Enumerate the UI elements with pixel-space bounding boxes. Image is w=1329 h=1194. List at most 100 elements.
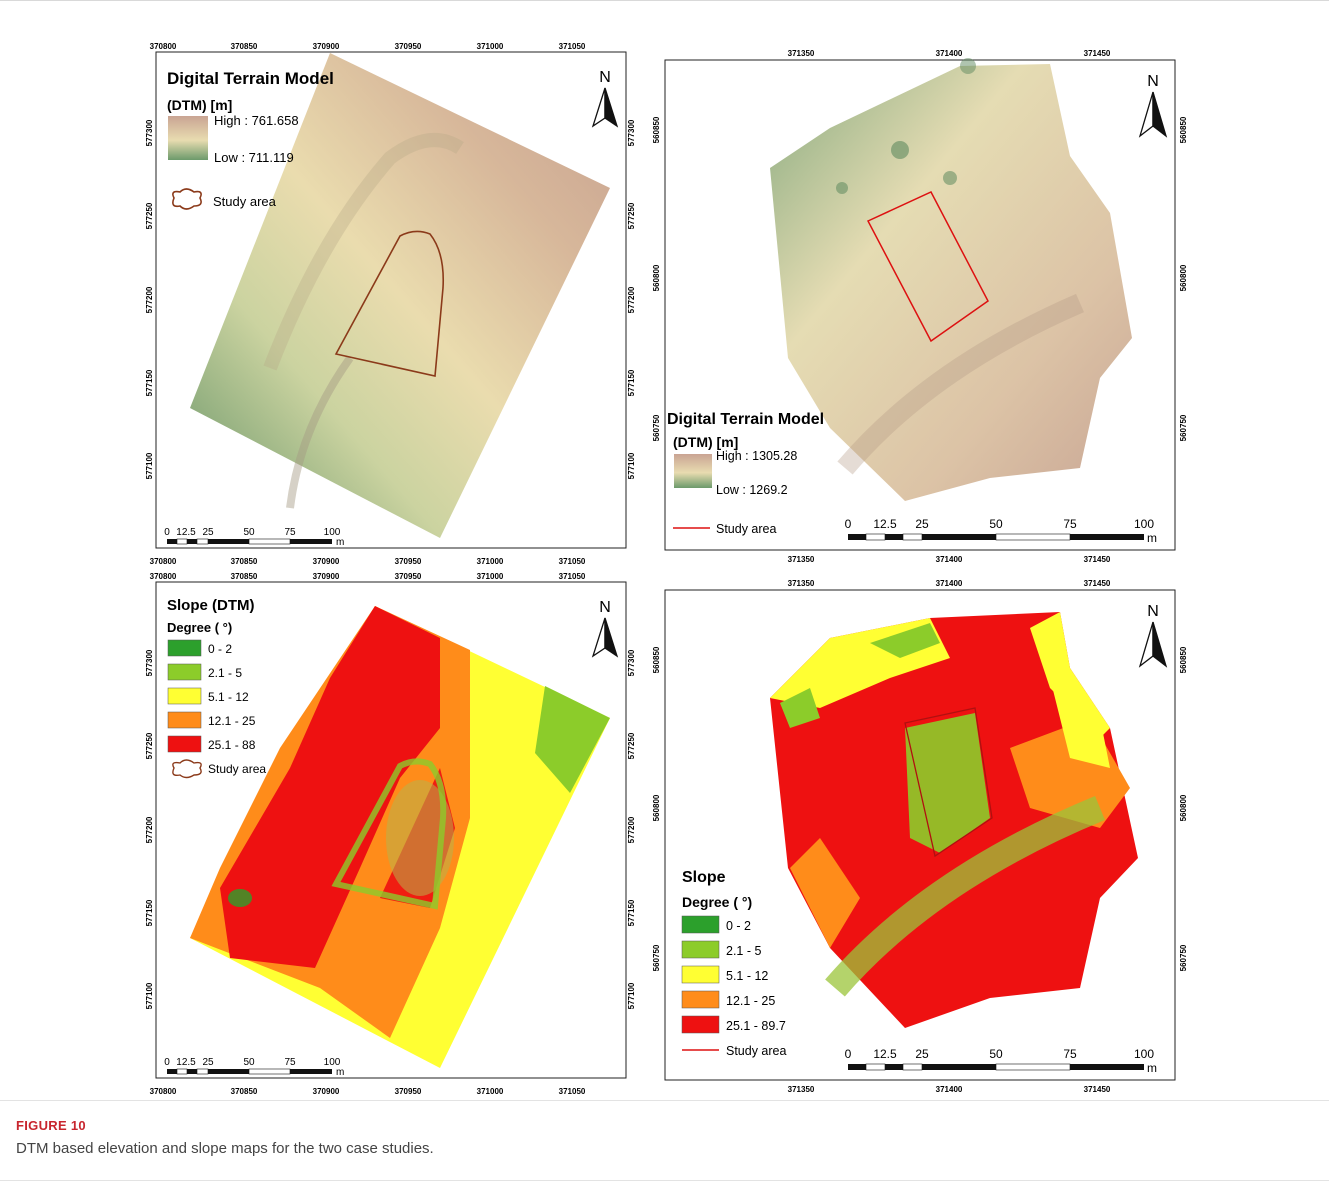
svg-text:560850: 560850 — [1179, 646, 1188, 673]
svg-text:577200: 577200 — [627, 816, 635, 843]
legend-study-area: Study area — [208, 762, 266, 776]
svg-text:25: 25 — [202, 1057, 214, 1068]
svg-text:12.5: 12.5 — [176, 527, 196, 538]
tick-top-3: 370950 — [395, 42, 422, 51]
grid-ticks: 371350 371400 371450 371350 371400 37145… — [652, 579, 1188, 1094]
svg-text:371450: 371450 — [1084, 555, 1111, 564]
figure-caption: DTM based elevation and slope maps for t… — [16, 1140, 434, 1157]
svg-text:50: 50 — [243, 527, 255, 538]
dtm-raster — [770, 64, 1132, 501]
svg-text:370900: 370900 — [313, 1087, 340, 1096]
slope-class-25-88 — [220, 606, 440, 968]
legend-class-3: 12.1 - 25 — [726, 994, 775, 1008]
svg-text:N: N — [1147, 73, 1159, 90]
grid-ticks: 370800 370850 370900 370950 371000 37105… — [145, 572, 635, 1096]
svg-text:560800: 560800 — [652, 264, 661, 291]
svg-text:577250: 577250 — [627, 732, 635, 759]
svg-text:560750: 560750 — [652, 414, 661, 441]
legend-class-3: 12.1 - 25 — [208, 714, 256, 728]
tick-right-3: 577150 — [627, 369, 635, 396]
legend-swatch-4 — [167, 735, 202, 753]
svg-text:75: 75 — [284, 527, 296, 538]
svg-text:560800: 560800 — [1179, 264, 1188, 291]
legend-high: High : 761.658 — [214, 113, 299, 128]
legend-subtitle: Degree ( °) — [167, 620, 232, 635]
svg-text:75: 75 — [1063, 517, 1077, 531]
svg-text:371400: 371400 — [936, 555, 963, 564]
svg-text:560850: 560850 — [1179, 116, 1188, 143]
north-arrow-icon: N — [1138, 603, 1168, 668]
legend-class-1: 2.1 - 5 — [208, 666, 242, 680]
tick-bottom-4: 371000 — [477, 557, 504, 566]
svg-text:371450: 371450 — [1084, 579, 1111, 588]
figure-label: FIGURE 10 — [16, 1118, 86, 1133]
svg-text:370900: 370900 — [313, 572, 340, 581]
svg-text:371000: 371000 — [477, 1087, 504, 1096]
svg-text:12.5: 12.5 — [176, 1057, 196, 1068]
svg-text:50: 50 — [989, 517, 1003, 531]
svg-text:50: 50 — [989, 1047, 1003, 1061]
tick-left-4: 577100 — [145, 452, 154, 479]
svg-text:371400: 371400 — [936, 49, 963, 58]
tick-left-0: 577300 — [145, 119, 154, 146]
north-arrow-icon: N — [1138, 73, 1168, 138]
svg-text:577150: 577150 — [145, 899, 154, 926]
tick-bottom-0: 370800 — [150, 557, 177, 566]
legend-class-0: 0 - 2 — [208, 642, 232, 656]
svg-text:370800: 370800 — [150, 1087, 177, 1096]
legend-swatch-1 — [167, 663, 202, 681]
tick-top-0: 370800 — [150, 42, 177, 51]
tick-top-5: 371050 — [559, 42, 586, 51]
svg-text:371450: 371450 — [1084, 1085, 1111, 1094]
svg-text:371350: 371350 — [788, 49, 815, 58]
svg-text:100: 100 — [1134, 1047, 1154, 1061]
map-panel-dtm-site1: 370800 370850 370900 370950 371000 37105… — [140, 38, 635, 568]
tick-right-0: 577300 — [627, 119, 635, 146]
svg-text:m: m — [1147, 531, 1157, 545]
tick-top-2: 370900 — [313, 42, 340, 51]
study-area-outline — [334, 230, 445, 377]
grid-ticks: 371350 371400 371450 371350 371400 37145… — [652, 49, 1188, 564]
legend-class-2: 5.1 - 12 — [208, 690, 249, 704]
svg-text:371350: 371350 — [788, 1085, 815, 1094]
svg-text:0: 0 — [845, 517, 852, 531]
study-area-symbol — [172, 188, 202, 210]
legend-class-1: 2.1 - 5 — [726, 944, 761, 958]
svg-text:m: m — [336, 1067, 344, 1078]
tick-bottom-2: 370900 — [313, 557, 340, 566]
study-area-outline — [866, 191, 989, 343]
map-panel-slope-site1: 370800 370850 370900 370950 371000 37105… — [140, 568, 635, 1098]
svg-text:560800: 560800 — [1179, 794, 1188, 821]
elevation-color-ramp — [168, 116, 208, 160]
svg-text:371450: 371450 — [1084, 49, 1111, 58]
legend-study-area: Study area — [726, 1044, 787, 1058]
scale-bar: 0 12.5 25 50 75 100 m — [845, 1047, 1157, 1075]
svg-text:371350: 371350 — [788, 579, 815, 588]
tick-left-3: 577150 — [145, 369, 154, 396]
dtm-raster — [190, 53, 610, 538]
svg-text:370800: 370800 — [150, 572, 177, 581]
svg-text:m: m — [336, 537, 344, 548]
svg-text:25: 25 — [202, 527, 214, 538]
svg-text:577250: 577250 — [145, 732, 154, 759]
legend-low: Low : 711.119 — [214, 150, 294, 165]
legend-title-line2: (DTM) [m] — [167, 97, 232, 113]
top-rule — [0, 0, 1329, 1]
study-area-outline — [904, 707, 993, 858]
svg-text:371400: 371400 — [936, 579, 963, 588]
svg-text:560750: 560750 — [1179, 944, 1188, 971]
elevation-color-ramp — [674, 454, 712, 488]
svg-text:370850: 370850 — [231, 1087, 258, 1096]
svg-text:560850: 560850 — [652, 646, 661, 673]
svg-text:371400: 371400 — [936, 1085, 963, 1094]
scale-bar: 0 12.5 25 50 75 100 m — [845, 517, 1157, 545]
legend-swatch-3 — [681, 990, 720, 1009]
svg-text:m: m — [1147, 1061, 1157, 1075]
legend-title-line1: Digital Terrain Model — [667, 411, 824, 428]
study-area-outline — [331, 758, 447, 910]
slope-class-2-5 — [535, 686, 610, 793]
svg-text:371050: 371050 — [559, 572, 586, 581]
svg-text:577100: 577100 — [627, 982, 635, 1009]
north-arrow-icon: N — [591, 599, 619, 658]
legend-class-4: 25.1 - 89.7 — [726, 1019, 786, 1033]
